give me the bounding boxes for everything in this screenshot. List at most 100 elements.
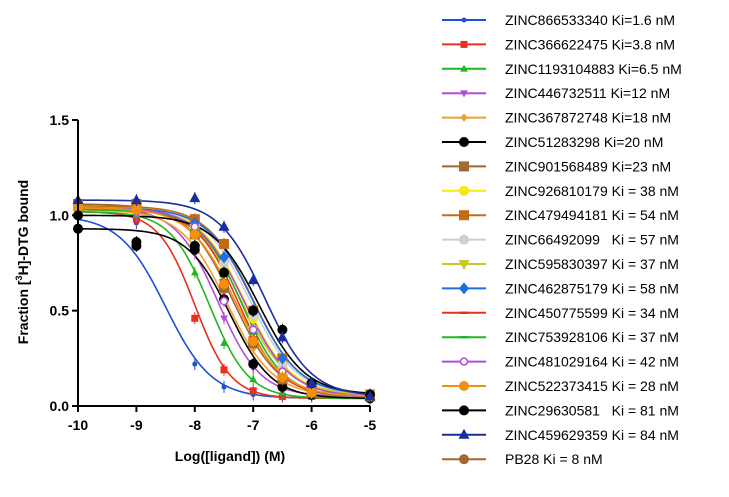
y-tick-label: 0.0 bbox=[50, 398, 70, 414]
legend-label: ZINC51283298 Ki=20 nM bbox=[505, 134, 663, 150]
legend-label: PB28 Ki = 8 nM bbox=[505, 451, 603, 467]
legend-label: ZINC367872748 Ki=18 nM bbox=[505, 110, 671, 126]
y-tick-label: 1.5 bbox=[50, 112, 70, 128]
point-zinc446732511 bbox=[220, 315, 228, 323]
legend: ZINC866533340 Ki=1.6 nM ZINC366622475 Ki=… bbox=[442, 12, 682, 467]
point-zinc366622475 bbox=[220, 366, 228, 374]
point-zinc459629359 bbox=[247, 274, 259, 285]
point-zinc481029164 bbox=[248, 325, 258, 334]
legend-marker bbox=[459, 161, 469, 172]
point-zinc866533340 bbox=[192, 361, 198, 367]
x-tick-label: -6 bbox=[305, 417, 318, 433]
legend-item: ZINC522373415 Ki = 28 nM bbox=[442, 378, 679, 394]
legend-item: ZINC29630581 Ki = 81 nM bbox=[442, 402, 679, 418]
plot-area bbox=[72, 192, 376, 405]
legend-marker bbox=[459, 185, 469, 196]
point-zinc522373415 bbox=[189, 229, 200, 240]
point-zinc1193104883 bbox=[190, 268, 199, 276]
data-points bbox=[72, 192, 376, 405]
point-zinc459629359 bbox=[189, 192, 201, 203]
legend-item: PB28 Ki = 8 nM bbox=[442, 451, 603, 467]
legend-label: ZINC479494181 Ki = 54 nM bbox=[505, 207, 679, 223]
legend-label: ZINC522373415 Ki = 28 nM bbox=[505, 378, 679, 394]
y-axis-title-suffix: H]-DTG bound bbox=[15, 180, 31, 276]
x-tick-label: -7 bbox=[247, 417, 260, 433]
y-tick-label: 1.0 bbox=[50, 207, 70, 223]
point-zinc522373415 bbox=[248, 336, 259, 347]
x-tick-label: -10 bbox=[68, 417, 88, 433]
legend-marker bbox=[459, 137, 469, 147]
point-zinc462875179 bbox=[277, 352, 288, 365]
legend-item: ZINC926810179 Ki = 38 nM bbox=[442, 183, 679, 199]
point-zinc481029164 bbox=[219, 296, 229, 306]
legend-label: ZINC926810179 Ki = 38 nM bbox=[505, 183, 679, 199]
legend-label: ZINC29630581 Ki = 81 nM bbox=[505, 402, 679, 418]
legend-item: ZINC367872748 Ki=18 nM bbox=[442, 110, 671, 126]
legend-item: ZINC459629359 Ki = 84 nM bbox=[442, 427, 679, 443]
point-zinc51283298 bbox=[248, 359, 259, 370]
legend-item: ZINC479494181 Ki = 54 nM bbox=[442, 207, 679, 223]
legend-label: ZINC901568489 Ki=23 nM bbox=[505, 158, 671, 174]
legend-item: ZINC481029164 Ki = 42 nM bbox=[442, 354, 679, 370]
x-tick-label: -9 bbox=[130, 417, 143, 433]
point-zinc29630581 bbox=[248, 305, 259, 316]
legend-item: ZINC51283298 Ki=20 nM bbox=[442, 134, 663, 150]
legend-marker bbox=[460, 90, 468, 98]
legend-label: ZINC450775599 Ki = 34 nM bbox=[505, 305, 679, 321]
axes: -10 -9 -8 -7 -6 -5 0.0 0.5 1.0 1.5 bbox=[50, 112, 377, 433]
legend-marker bbox=[459, 336, 469, 339]
legend-label: ZINC866533340 Ki=1.6 nM bbox=[505, 12, 675, 28]
legend-item: ZINC595830397 Ki = 37 nM bbox=[442, 256, 679, 272]
point-zinc29630581 bbox=[131, 237, 142, 248]
legend-label: ZINC66492099 Ki = 57 nM bbox=[505, 232, 679, 248]
point-zinc29630581 bbox=[189, 240, 200, 251]
x-ticks: -10 -9 -8 -7 -6 -5 bbox=[68, 406, 377, 433]
legend-marker bbox=[460, 64, 468, 72]
legend-marker bbox=[460, 40, 468, 48]
y-axis-title: Fraction [3H]-DTG bound bbox=[14, 180, 31, 344]
legend-marker bbox=[458, 260, 470, 270]
legend-marker bbox=[459, 381, 469, 391]
legend-item: ZINC901568489 Ki=23 nM bbox=[442, 158, 671, 174]
legend-item: ZINC462875179 Ki = 58 nM bbox=[442, 280, 679, 296]
point-zinc366622475 bbox=[249, 387, 257, 395]
legend-marker bbox=[459, 454, 469, 465]
y-axis-title-prefix: Fraction [ bbox=[15, 280, 31, 344]
point-zinc522373415 bbox=[131, 204, 142, 215]
point-zinc459629359 bbox=[364, 390, 376, 401]
legend-label: ZINC595830397 Ki = 37 nM bbox=[505, 256, 679, 272]
legend-marker bbox=[459, 234, 469, 245]
x-axis-title: Log([ligand]) (M) bbox=[175, 448, 285, 464]
legend-marker bbox=[459, 311, 469, 314]
point-zinc522373415 bbox=[219, 278, 229, 289]
y-tick-label: 0.5 bbox=[50, 303, 70, 319]
point-zinc1193104883 bbox=[220, 338, 228, 346]
point-zinc866533340 bbox=[221, 384, 227, 390]
legend-item: ZINC753928106 Ki = 37 nM bbox=[442, 329, 679, 345]
point-zinc522373415 bbox=[277, 372, 288, 383]
x-tick-label: -5 bbox=[364, 417, 377, 433]
legend-marker bbox=[460, 113, 468, 122]
point-zinc459629359 bbox=[130, 194, 142, 205]
y-ticks: 0.0 0.5 1.0 1.5 bbox=[50, 112, 78, 414]
legend-marker bbox=[459, 282, 469, 295]
point-zinc51283298 bbox=[277, 381, 288, 392]
legend-item: ZINC366622475 Ki=3.8 nM bbox=[442, 36, 675, 52]
legend-item: ZINC446732511 Ki=12 nM bbox=[442, 85, 670, 101]
legend-item: ZINC1193104883 Ki=6.5 nM bbox=[442, 61, 682, 77]
legend-label: ZINC1193104883 Ki=6.5 nM bbox=[505, 61, 682, 77]
legend-marker bbox=[458, 428, 470, 439]
legend-item: ZINC450775599 Ki = 34 nM bbox=[442, 305, 679, 321]
legend-label: ZINC481029164 Ki = 42 nM bbox=[505, 354, 679, 370]
point-zinc459629359 bbox=[218, 220, 230, 231]
point-zinc459629359 bbox=[276, 331, 288, 342]
legend-marker bbox=[459, 357, 469, 366]
point-zinc29630581 bbox=[277, 324, 288, 335]
point-zinc366622475 bbox=[191, 314, 199, 322]
legend-label: ZINC753928106 Ki = 37 nM bbox=[505, 329, 679, 345]
legend-marker bbox=[459, 210, 469, 221]
point-zinc522373415 bbox=[306, 387, 317, 398]
legend-item: ZINC66492099 Ki = 57 nM bbox=[442, 232, 679, 248]
legend-item: ZINC866533340 Ki=1.6 nM bbox=[442, 12, 675, 28]
